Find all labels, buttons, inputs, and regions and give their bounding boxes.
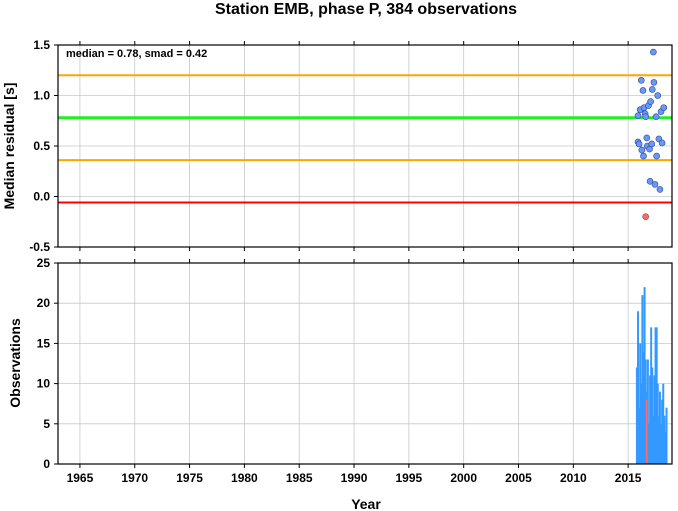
- y-tick-label: 10: [37, 377, 51, 391]
- x-tick-label: 1965: [67, 471, 94, 485]
- data-point: [651, 181, 659, 188]
- data-point: [634, 112, 642, 119]
- data-point: [638, 146, 646, 154]
- y-tick-label: 5: [43, 417, 50, 431]
- x-tick-label: 1975: [176, 471, 203, 485]
- x-tick-label: 1990: [341, 471, 368, 485]
- data-point: [639, 87, 647, 94]
- x-tick-label: 2000: [450, 471, 477, 485]
- observations-plot-frame: [57, 262, 673, 465]
- x-tick-label: 2015: [615, 471, 642, 485]
- x-tick-label: 2010: [560, 471, 587, 485]
- y-tick-label: 1.0: [33, 89, 50, 103]
- outlier-point: [642, 213, 649, 220]
- observations-panel: 0 5 10 15 20 25 1965 1970 1975 1980 1985 1990 1995 20…: [37, 256, 673, 485]
- y-tick-label: 25: [37, 256, 51, 270]
- data-point: [660, 104, 668, 111]
- data-point: [646, 178, 654, 185]
- y-tick-label: 0: [43, 457, 50, 471]
- residual-panel: -0.5 0.0 0.5 1.0 1.5 median = 0.78, smad = 0.…: [29, 38, 673, 254]
- y-tick-label: 0.0: [33, 190, 50, 204]
- y-tick-label: 15: [37, 336, 51, 350]
- data-point: [647, 98, 654, 105]
- residual-y-axis-label: Median residual [s]: [1, 83, 17, 210]
- data-point: [650, 48, 657, 56]
- x-tick-label: 1970: [121, 471, 148, 485]
- observations-y-axis-label: Observations: [7, 318, 23, 408]
- data-point: [648, 86, 656, 93]
- data-point: [648, 140, 656, 148]
- data-point: [653, 152, 660, 160]
- y-tick-label: 0.5: [33, 139, 50, 153]
- y-tick-label: 20: [37, 296, 51, 310]
- residual-plot-frame: [57, 44, 673, 248]
- median-smad-annotation: median = 0.78, smad = 0.42: [66, 48, 207, 60]
- data-point: [658, 139, 666, 147]
- data-point: [643, 134, 651, 142]
- x-tick-label: 1995: [396, 471, 423, 485]
- x-tick-label: 1985: [286, 471, 313, 485]
- data-point: [656, 186, 664, 193]
- data-point: [640, 152, 647, 160]
- data-point: [650, 79, 658, 86]
- data-point: [654, 92, 662, 99]
- chart-title: Station EMB, phase P, 384 observations: [215, 1, 517, 18]
- y-tick-label: -0.5: [29, 240, 50, 254]
- y-tick-label: 1.5: [33, 38, 50, 52]
- data-point: [635, 140, 643, 148]
- data-point: [652, 113, 660, 121]
- x-axis-label: Year: [351, 496, 381, 511]
- x-tick-label: 2005: [505, 471, 532, 485]
- x-tick-label: 1980: [231, 471, 258, 485]
- data-point: [637, 77, 645, 84]
- data-point: [642, 113, 649, 121]
